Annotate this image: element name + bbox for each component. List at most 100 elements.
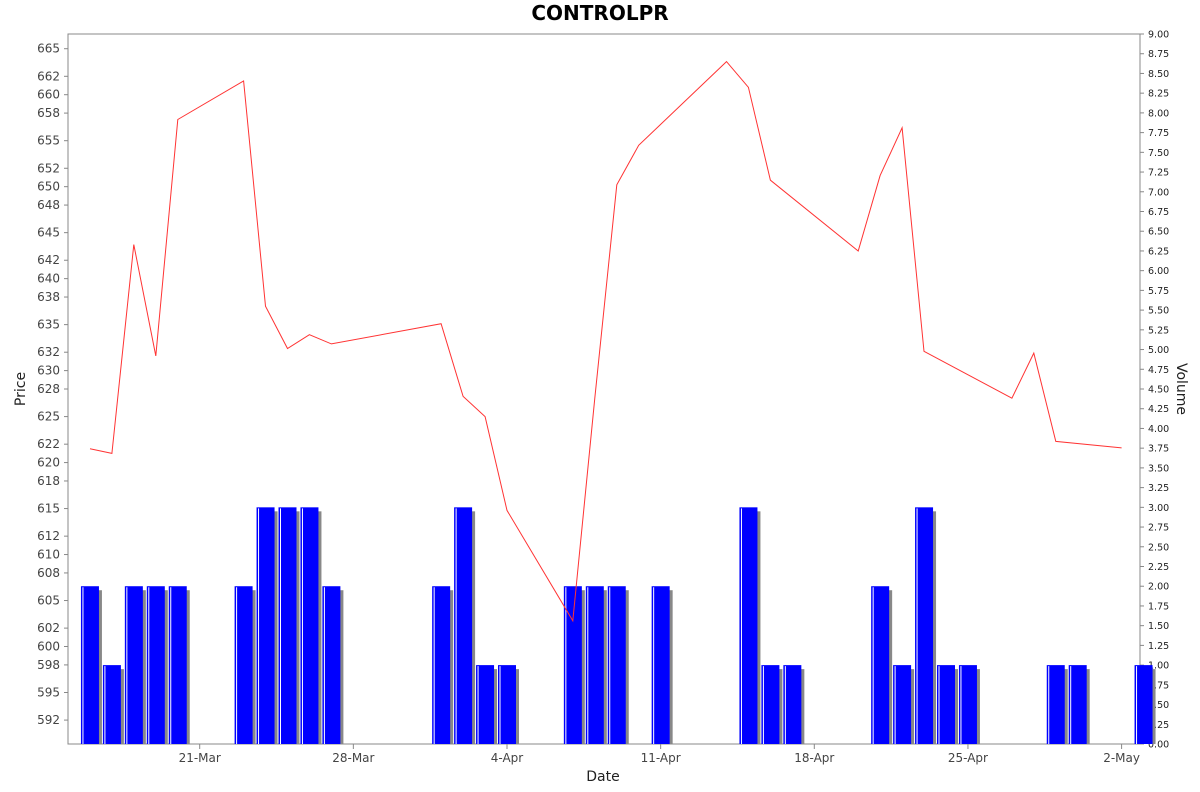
right-tick-label: 7.75 xyxy=(1148,128,1169,139)
left-tick-label: 618 xyxy=(37,474,60,488)
left-tick-label: 595 xyxy=(37,685,60,699)
right-tick-label: 1.50 xyxy=(1148,621,1169,632)
left-tick-label: 600 xyxy=(37,640,60,654)
volume-bar xyxy=(761,665,780,744)
right-tick-label: 8.75 xyxy=(1148,49,1169,60)
x-tick-label: 11-Apr xyxy=(641,751,681,765)
right-axis-title: Volume xyxy=(1173,363,1189,415)
date-axis: 21-Mar 28-Mar 4-Apr 11-Apr 18-Apr 25-Apr 2-May xyxy=(179,744,1140,765)
x-tick-label: 28-Mar xyxy=(332,751,374,765)
left-tick-label: 602 xyxy=(37,621,60,635)
left-tick-label: 622 xyxy=(37,437,60,451)
left-tick-label: 608 xyxy=(37,566,60,580)
volume-bars xyxy=(80,507,1156,744)
volume-bar xyxy=(1046,665,1065,744)
right-tick-label: 8.00 xyxy=(1148,108,1169,119)
right-tick-label: 2.25 xyxy=(1148,562,1169,573)
volume-bar xyxy=(739,507,758,744)
volume-bar xyxy=(498,665,516,744)
left-tick-label: 642 xyxy=(37,253,60,267)
right-tick-label: 3.75 xyxy=(1148,444,1169,455)
right-tick-label: 0.00 xyxy=(1148,740,1169,751)
left-tick-label: 615 xyxy=(37,502,60,516)
left-tick-label: 592 xyxy=(37,713,60,727)
left-tick-label: 610 xyxy=(37,548,60,562)
right-tick-label: 6.50 xyxy=(1148,227,1169,238)
right-tick-label: 0.25 xyxy=(1148,720,1169,731)
right-tick-label: 9.00 xyxy=(1148,30,1169,41)
right-tick-label: 6.00 xyxy=(1148,266,1169,277)
left-tick-label: 640 xyxy=(37,272,60,286)
left-tick-label: 650 xyxy=(37,180,60,194)
left-tick-label: 652 xyxy=(37,161,60,175)
left-tick-label: 635 xyxy=(37,318,60,332)
x-tick-label: 18-Apr xyxy=(794,751,834,765)
right-tick-label: 0.75 xyxy=(1148,680,1169,691)
price-line-layer xyxy=(89,60,1122,623)
volume-bar xyxy=(871,586,890,744)
right-tick-label: 5.50 xyxy=(1148,306,1169,317)
chart-title: CONTROLPR xyxy=(531,1,668,25)
left-tick-label: 665 xyxy=(37,42,60,56)
volume-bar xyxy=(256,507,275,744)
volume-bar xyxy=(1068,665,1087,744)
left-tick-label: 605 xyxy=(37,594,60,608)
x-axis-title: Date xyxy=(586,769,619,785)
volume-bar xyxy=(958,665,977,744)
volume-bar xyxy=(585,586,604,744)
volume-bar xyxy=(322,586,341,744)
right-tick-label: 1.75 xyxy=(1148,601,1169,612)
volume-bar xyxy=(432,586,451,744)
left-tick-label: 662 xyxy=(37,69,60,83)
right-tick-label: 2.50 xyxy=(1148,542,1169,553)
volume-bar xyxy=(102,665,121,744)
right-tick-label: 7.25 xyxy=(1148,168,1169,179)
left-tick-label: 648 xyxy=(37,198,60,212)
left-axis-title: Price xyxy=(13,372,29,406)
left-tick-label: 658 xyxy=(37,106,60,120)
right-tick-label: 1.00 xyxy=(1148,661,1169,672)
right-tick-label: 1.25 xyxy=(1148,641,1169,652)
right-volume-axis: 0.00 0.25 0.50 0.75 1.00 1.25 1.50 1.75 2.00 2.25… xyxy=(1140,30,1169,751)
right-tick-label: 4.25 xyxy=(1148,404,1169,415)
volume-bar xyxy=(300,507,319,744)
right-tick-label: 3.25 xyxy=(1148,483,1169,494)
right-tick-label: 0.50 xyxy=(1148,700,1169,711)
x-tick-label: 21-Mar xyxy=(179,751,221,765)
volume-bar xyxy=(1134,665,1153,744)
volume-bar xyxy=(476,665,495,744)
price-line xyxy=(89,60,1122,623)
right-tick-label: 3.50 xyxy=(1148,463,1169,474)
right-tick-label: 8.25 xyxy=(1148,89,1169,100)
right-tick-label: 5.00 xyxy=(1148,345,1169,356)
volume-bar xyxy=(783,665,802,744)
right-tick-label: 4.00 xyxy=(1148,424,1169,435)
right-tick-label: 6.75 xyxy=(1148,207,1169,218)
right-tick-label: 4.75 xyxy=(1148,365,1169,376)
left-tick-label: 598 xyxy=(37,658,60,672)
right-tick-label: 8.50 xyxy=(1148,69,1169,80)
volume-bar xyxy=(563,586,582,744)
x-tick-label: 4-Apr xyxy=(491,751,524,765)
volume-bar xyxy=(607,586,626,744)
right-tick-label: 7.50 xyxy=(1148,148,1169,159)
right-tick-label: 2.00 xyxy=(1148,582,1169,593)
left-tick-label: 655 xyxy=(37,134,60,148)
volume-bar xyxy=(454,507,473,744)
volume-bar xyxy=(651,586,670,744)
left-tick-label: 625 xyxy=(37,410,60,424)
right-tick-label: 6.25 xyxy=(1148,246,1169,257)
left-tick-label: 645 xyxy=(37,226,60,240)
left-tick-label: 628 xyxy=(37,382,60,396)
left-tick-label: 612 xyxy=(37,529,60,543)
volume-bar xyxy=(915,507,934,744)
left-tick-label: 660 xyxy=(37,88,60,102)
x-tick-label: 25-Apr xyxy=(948,751,988,765)
left-tick-label: 638 xyxy=(37,290,60,304)
right-tick-label: 7.00 xyxy=(1148,187,1169,198)
volume-bar xyxy=(80,586,99,744)
volume-bar xyxy=(893,665,912,744)
right-tick-label: 3.00 xyxy=(1148,503,1169,514)
left-tick-label: 632 xyxy=(37,345,60,359)
